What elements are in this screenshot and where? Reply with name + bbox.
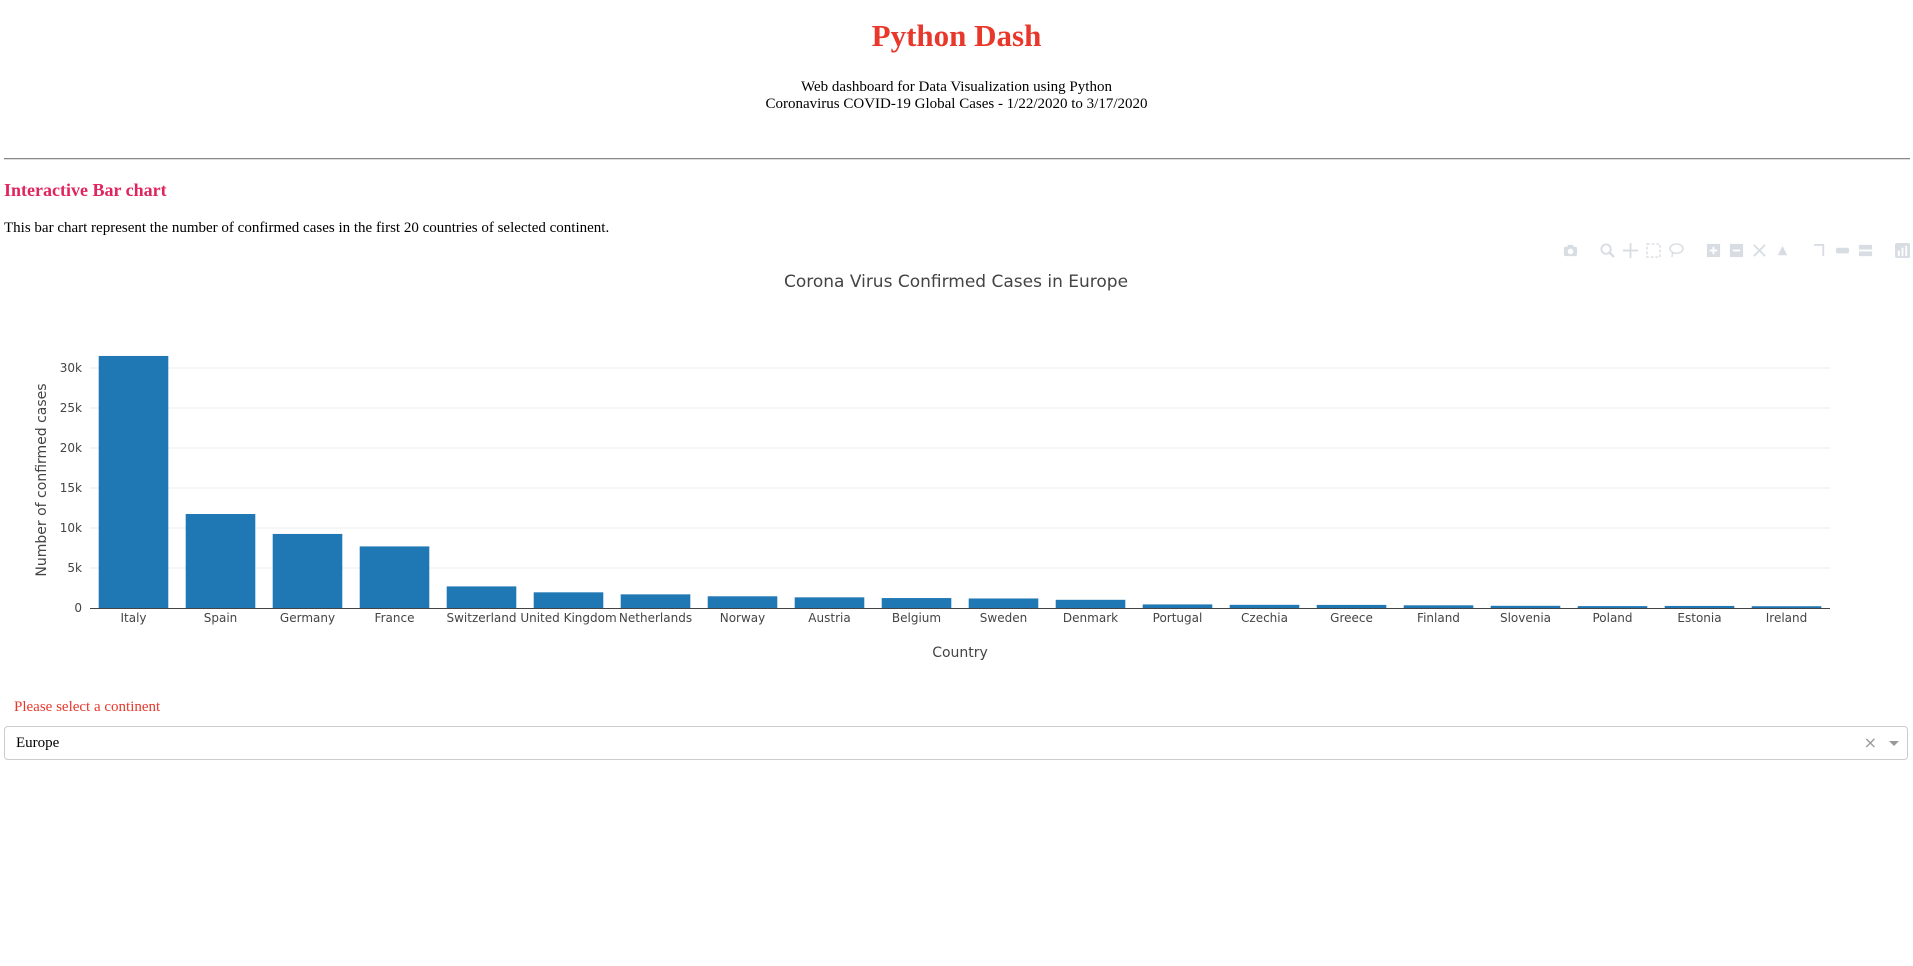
x-tick-label: Portugal — [1153, 611, 1203, 625]
x-tick-label: Greece — [1330, 611, 1373, 625]
x-tick-label: Austria — [808, 611, 850, 625]
continent-dropdown[interactable]: Europe × — [4, 726, 1908, 760]
x-tick-label: Sweden — [980, 611, 1027, 625]
x-tick-label: Netherlands — [619, 611, 692, 625]
bar — [1403, 605, 1474, 608]
x-tick-label: Ireland — [1766, 611, 1808, 625]
chevron-down-icon[interactable] — [1889, 741, 1899, 746]
lasso-select-icon[interactable] — [1668, 242, 1685, 259]
x-tick-label: France — [375, 611, 415, 625]
bar — [1751, 606, 1822, 608]
zoom-in-icon[interactable] — [1705, 242, 1722, 259]
box-select-icon[interactable] — [1645, 242, 1662, 259]
chart-gridlines — [90, 367, 1830, 569]
subtitle-line-2: Coronavirus COVID-19 Global Cases - 1/22… — [765, 96, 1148, 112]
spike-lines-icon[interactable] — [1811, 242, 1828, 259]
bar-chart[interactable]: Corona Virus Confirmed Cases in Europe 0… — [0, 262, 1913, 682]
x-tick-label: Belgium — [892, 611, 941, 625]
y-tick-label: 20k — [60, 441, 82, 455]
y-axis-label: Number of confirmed cases — [34, 383, 50, 576]
section-heading: Interactive Bar chart — [4, 180, 167, 200]
x-tick-label: Spain — [204, 611, 238, 625]
section-description: This bar chart represent the number of c… — [4, 220, 610, 236]
chart-modebar — [1562, 240, 1911, 260]
zoom-out-icon[interactable] — [1728, 242, 1745, 259]
page-subtitle: Web dashboard for Data Visualization usi… — [0, 79, 1913, 113]
plotly-logo-icon[interactable] — [1894, 242, 1911, 259]
bar — [1229, 604, 1300, 608]
bar — [185, 514, 256, 608]
reset-axes-icon[interactable] — [1774, 242, 1791, 259]
hover-compare-icon[interactable] — [1857, 242, 1874, 259]
y-tick-label: 25k — [60, 401, 82, 415]
bar — [1664, 605, 1735, 608]
bar — [1577, 606, 1648, 608]
x-tick-label: Slovenia — [1500, 611, 1551, 625]
y-tick-label: 5k — [67, 561, 82, 575]
y-tick-label: 10k — [60, 521, 82, 535]
x-tick-label: Finland — [1417, 611, 1460, 625]
bar — [968, 598, 1039, 608]
bar — [707, 596, 778, 608]
bar — [98, 355, 169, 608]
subtitle-line-1: Web dashboard for Data Visualization usi… — [801, 79, 1112, 95]
zoom-icon[interactable] — [1599, 242, 1616, 259]
y-tick-labels: 0 5k 10k 15k 20k 25k 30k — [60, 361, 82, 615]
x-tick-label: Denmark — [1063, 611, 1118, 625]
bar — [620, 594, 691, 608]
y-tick-label: 15k — [60, 481, 82, 495]
x-tick-labels: Italy Spain Germany France Switzerland United… — [120, 611, 1807, 625]
x-tick-label: Italy — [120, 611, 146, 625]
y-tick-label: 0 — [74, 601, 82, 615]
dropdown-selected-value: Europe — [16, 735, 60, 751]
x-tick-label: Estonia — [1677, 611, 1721, 625]
bar — [1055, 599, 1126, 608]
divider — [4, 158, 1910, 160]
camera-icon[interactable] — [1562, 242, 1579, 259]
bar — [272, 533, 343, 608]
bar — [1316, 604, 1387, 608]
y-tick-label: 30k — [60, 361, 82, 375]
clear-icon[interactable]: × — [1863, 733, 1877, 752]
x-tick-label: Poland — [1592, 611, 1632, 625]
chart-bars — [98, 355, 1822, 608]
x-tick-label: Germany — [280, 611, 335, 625]
bar — [1142, 604, 1213, 608]
hover-closest-icon[interactable] — [1834, 242, 1851, 259]
x-tick-label: Switzerland — [447, 611, 517, 625]
continent-select-label: Please select a continent — [14, 699, 161, 715]
x-tick-label: United Kingdom — [520, 611, 616, 625]
x-tick-label: Norway — [720, 611, 766, 625]
bar — [359, 546, 430, 608]
pan-icon[interactable] — [1622, 242, 1639, 259]
bar — [1490, 605, 1561, 608]
autoscale-icon[interactable] — [1751, 242, 1768, 259]
chart-title: Corona Virus Confirmed Cases in Europe — [784, 272, 1128, 292]
bar — [446, 586, 517, 608]
bar — [881, 598, 952, 608]
bar — [794, 597, 865, 608]
x-tick-label: Czechia — [1241, 611, 1288, 625]
x-axis-label: Country — [932, 645, 988, 661]
page-title: Python Dash — [871, 18, 1042, 53]
bar — [533, 592, 604, 608]
